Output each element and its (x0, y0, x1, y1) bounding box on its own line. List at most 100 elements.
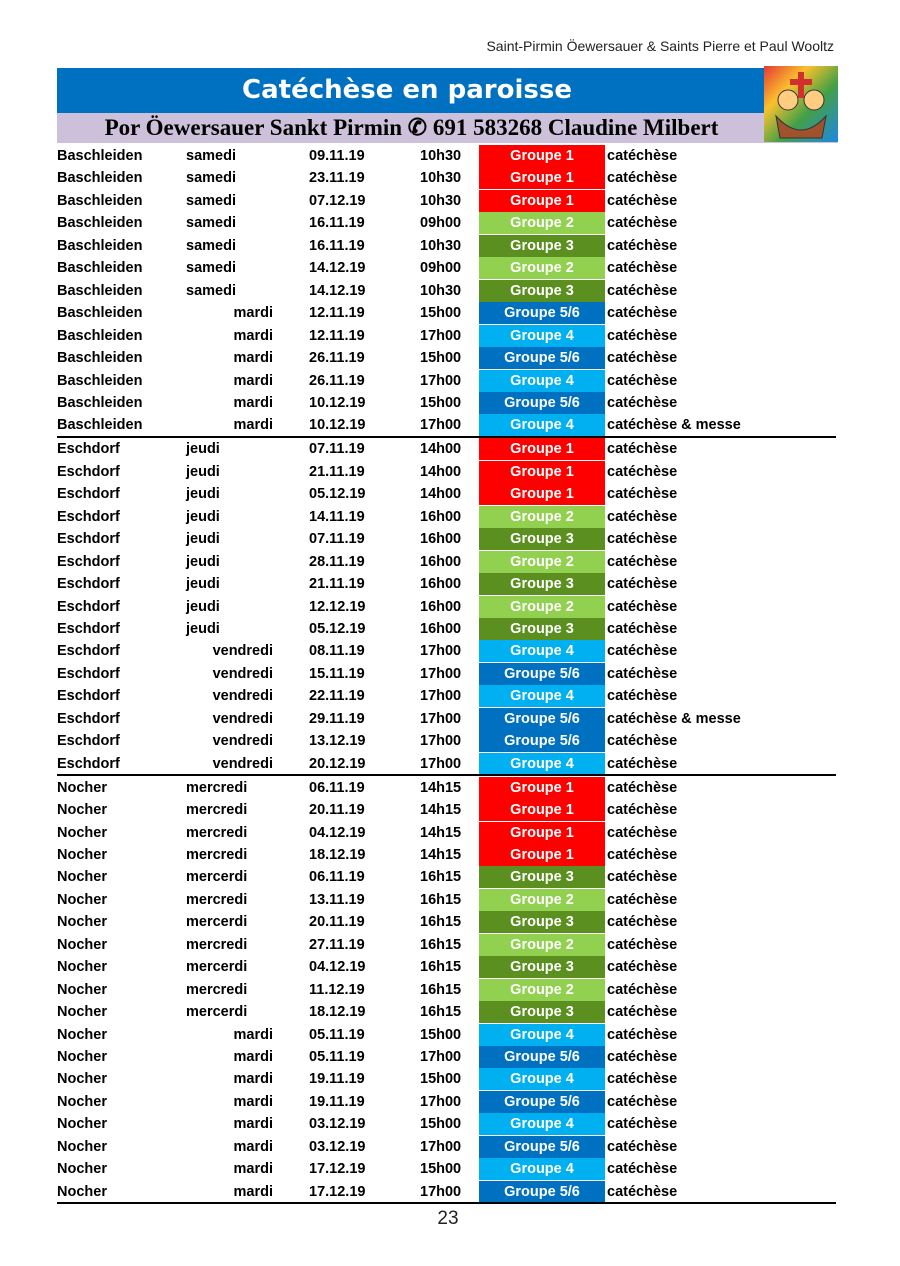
time: 17h00 (420, 1183, 462, 1200)
group: Groupe 5/6 (479, 1135, 605, 1158)
note: catéchèse (607, 914, 678, 931)
place: Nocher (57, 914, 107, 931)
place: Eschdorf (57, 441, 120, 458)
group: Groupe 1 (479, 189, 605, 212)
date: 05.11.19 (309, 1049, 365, 1065)
time: 17h00 (420, 643, 462, 660)
place: Nocher (57, 1049, 107, 1065)
group: Groupe 1 (479, 776, 605, 799)
note: catéchèse (607, 260, 678, 277)
place: Eschdorf (57, 710, 120, 727)
place: Eschdorf (57, 463, 120, 480)
date: 04.12.19 (309, 824, 366, 841)
group: Groupe 3 (479, 911, 605, 934)
section-separator (57, 435, 836, 438)
time: 16h15 (420, 869, 462, 886)
place: Baschleiden (57, 260, 143, 277)
place: Baschleiden (57, 327, 143, 344)
time: 15h00 (420, 394, 462, 411)
group: Groupe 4 (479, 685, 605, 708)
note: catéchèse (607, 576, 678, 593)
note: catéchèse (607, 237, 678, 254)
time: 14h00 (420, 441, 462, 458)
place: Nocher (57, 846, 107, 863)
day: mercerdi (186, 959, 248, 976)
note: catéchèse (607, 824, 678, 841)
note: catéchèse (607, 733, 678, 750)
note: catéchèse (607, 891, 678, 908)
day: samedi (186, 215, 236, 232)
day: mardi (233, 394, 274, 411)
date: 19.11.19 (309, 1093, 365, 1110)
time: 17h00 (420, 1093, 462, 1110)
date: 28.11.19 (309, 553, 365, 570)
group: Groupe 4 (479, 414, 605, 437)
date: 12.11.19 (309, 305, 365, 322)
date: 21.11.19 (309, 463, 365, 480)
day: mardi (233, 1049, 274, 1065)
group: Groupe 4 (479, 640, 605, 663)
group: Groupe 1 (479, 843, 605, 866)
place: Eschdorf (57, 486, 120, 503)
place: Baschleiden (57, 350, 143, 367)
group: Groupe 2 (479, 212, 605, 235)
time: 16h15 (420, 959, 462, 976)
group: Groupe 3 (479, 1001, 605, 1024)
note: catéchèse (607, 802, 678, 819)
group: Groupe 2 (479, 978, 605, 1001)
place: Nocher (57, 1093, 107, 1110)
date: 07.12.19 (309, 192, 366, 209)
day: mercerdi (186, 1004, 248, 1021)
note: catéchèse (607, 643, 678, 660)
group: Groupe 4 (479, 324, 605, 347)
time: 16h00 (420, 531, 462, 548)
day: mercredi (186, 936, 248, 953)
date: 23.11.19 (309, 170, 365, 187)
time: 14h00 (420, 463, 462, 480)
day: jeudi (186, 486, 220, 503)
note: catéchèse (607, 688, 678, 705)
place: Nocher (57, 802, 107, 819)
date: 12.11.19 (309, 327, 365, 344)
note: catéchèse (607, 305, 678, 322)
place: Nocher (57, 1026, 107, 1043)
time: 10h30 (420, 148, 462, 164)
note: catéchèse (607, 1093, 678, 1110)
group: Groupe 3 (479, 866, 605, 889)
time: 15h00 (420, 1071, 462, 1088)
day: samedi (186, 282, 236, 299)
note: catéchèse (607, 1116, 678, 1133)
place: Eschdorf (57, 576, 120, 593)
date: 10.12.19 (309, 394, 366, 411)
day: vendredi (212, 733, 273, 750)
place: Baschleiden (57, 417, 143, 434)
note: catéchèse (607, 1183, 678, 1200)
group: Groupe 5/6 (479, 391, 605, 414)
place: Eschdorf (57, 553, 120, 570)
date: 29.11.19 (309, 710, 365, 727)
date: 22.11.19 (309, 688, 365, 705)
day: mardi (233, 1071, 274, 1088)
day: jeudi (186, 441, 220, 458)
day: jeudi (186, 553, 220, 570)
day: mercerdi (186, 914, 248, 931)
day: mercredi (186, 824, 248, 841)
time: 17h00 (420, 688, 462, 705)
place: Eschdorf (57, 733, 120, 750)
time: 17h00 (420, 733, 462, 750)
note: catéchèse (607, 486, 678, 503)
date: 10.12.19 (309, 417, 366, 434)
group: Groupe 2 (479, 257, 605, 280)
place: Eschdorf (57, 688, 120, 705)
group: Groupe 3 (479, 956, 605, 979)
day: jeudi (186, 531, 220, 548)
note: catéchèse (607, 372, 678, 389)
group: Groupe 5/6 (479, 707, 605, 730)
note: catéchèse (607, 282, 678, 299)
place: Nocher (57, 1183, 107, 1200)
group: Groupe 3 (479, 573, 605, 596)
group: Groupe 4 (479, 752, 605, 775)
place: Baschleiden (57, 170, 143, 187)
place: Nocher (57, 869, 107, 886)
